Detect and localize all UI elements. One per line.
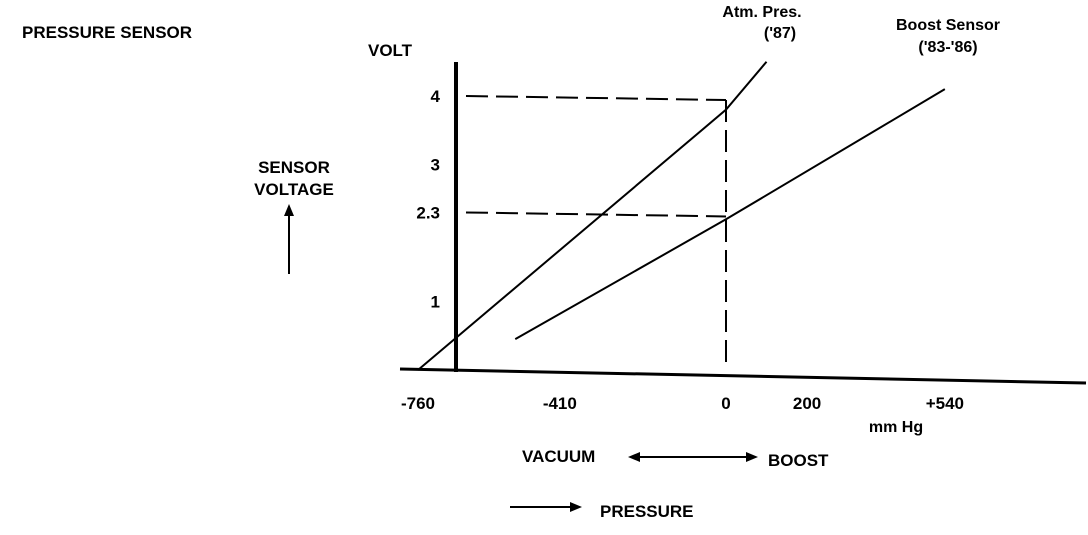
x-label-vacuum: VACUUM: [522, 447, 595, 466]
x-axis-unit-label: mm Hg: [869, 419, 923, 436]
series-sublabel-atm-pres: ('87): [764, 25, 796, 42]
y-axis-label-line-2: VOLTAGE: [254, 180, 334, 199]
x-axis-line: [399, 367, 1087, 385]
series-line-1: [514, 88, 946, 341]
reference-line-horizontal-0: [465, 95, 727, 101]
y-tick-label-2: 3: [431, 156, 440, 175]
chart-title: PRESSURE SENSOR: [22, 23, 192, 42]
right-arrow-icon: [510, 502, 582, 512]
axes: [399, 62, 1087, 385]
x-tick-label-0: -760: [401, 394, 435, 413]
reference-lines: [465, 95, 727, 370]
y-tick-labels: 1 2.3 3 4: [416, 87, 440, 312]
series-label-boost-sensor: Boost Sensor: [896, 17, 1000, 34]
x-label-boost: BOOST: [768, 451, 829, 470]
x-label-pressure: PRESSURE: [600, 502, 694, 521]
y-tick-label-0: 1: [431, 293, 440, 312]
series-label-atm-pres: Atm. Pres.: [722, 4, 801, 21]
series-lines: [417, 61, 946, 371]
y-axis-unit-label: VOLT: [368, 41, 413, 60]
x-tick-label-3: 200: [793, 394, 821, 413]
y-tick-label-3: 4: [431, 87, 441, 106]
y-tick-label-1: 2.3: [416, 203, 440, 222]
x-tick-label-4: +540: [926, 394, 964, 413]
x-tick-label-1: -410: [543, 394, 577, 413]
up-arrow-icon: [284, 204, 294, 274]
x-tick-labels: -760 -410 0 200 +540: [401, 394, 964, 413]
y-axis-label-line-1: SENSOR: [258, 158, 330, 177]
reference-line-horizontal-1: [465, 211, 727, 218]
x-tick-label-2: 0: [721, 394, 730, 413]
series-line-0: [417, 61, 768, 371]
series-sublabel-boost-sensor: ('83-'86): [918, 39, 977, 56]
double-arrow-icon: [628, 452, 758, 462]
